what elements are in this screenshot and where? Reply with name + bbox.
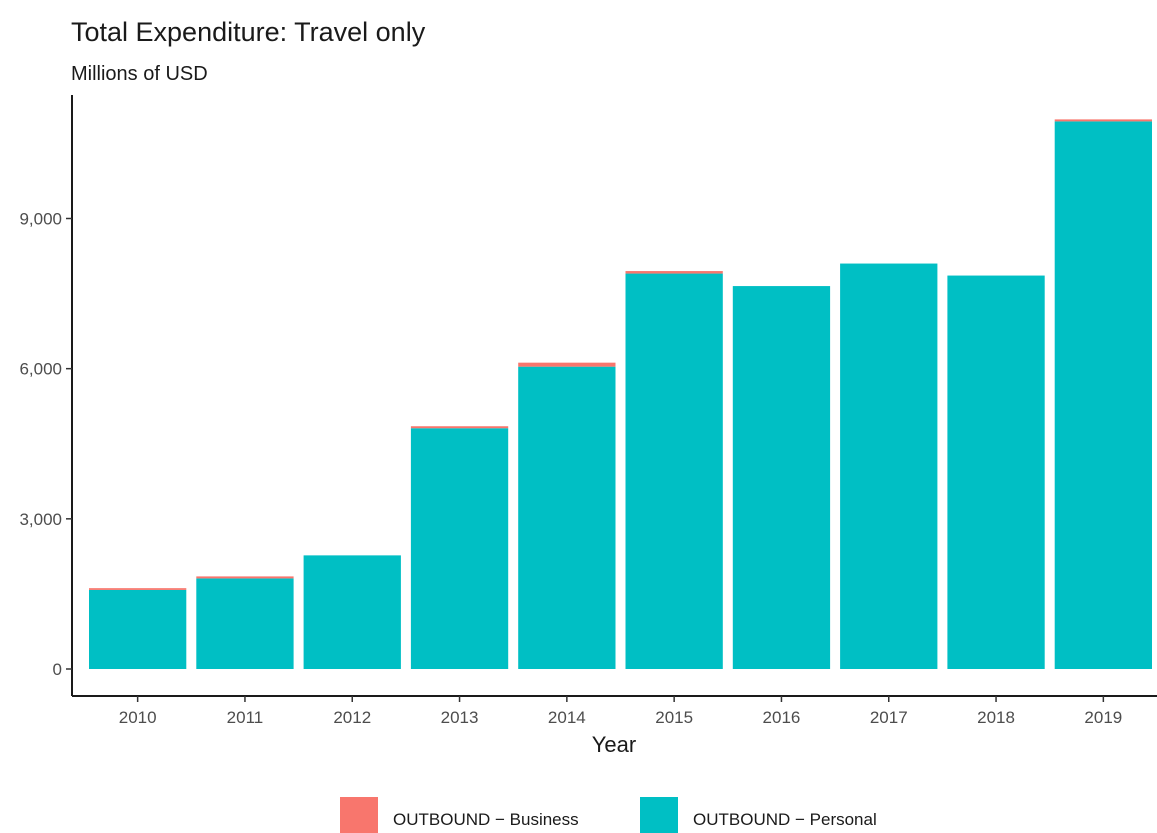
legend-label-business: OUTBOUND − Business: [393, 810, 579, 829]
bar-business-2015: [625, 271, 723, 274]
y-ticks-group: 0 3,000 6,000 9,000: [19, 210, 72, 679]
bar-business-2019: [1054, 119, 1152, 122]
x-tick-label: 2016: [763, 708, 801, 727]
x-tick-label: 2014: [548, 708, 586, 727]
x-tick-label: 2013: [441, 708, 479, 727]
bar-personal-2010: [89, 589, 187, 669]
bar-personal-2015: [625, 273, 723, 669]
x-axis-title: Year: [592, 732, 636, 757]
chart-subtitle: Millions of USD: [71, 63, 208, 85]
y-tick-label: 0: [53, 660, 62, 679]
bar-personal-2014: [518, 366, 616, 669]
y-tick-label: 3,000: [19, 510, 62, 529]
bar-personal-2019: [1054, 121, 1152, 669]
x-tick-label: 2012: [333, 708, 371, 727]
bars-group: [89, 119, 1152, 669]
x-ticks-group: 2010 2011 2012 2013 2014 2015 2016 2017 2018 2019: [119, 696, 1122, 727]
x-tick-label: 2018: [977, 708, 1015, 727]
bar-business-2013: [410, 426, 509, 429]
bar-business-2014: [518, 362, 616, 367]
y-tick-label: 6,000: [19, 360, 62, 379]
bar-personal-2011: [196, 578, 294, 669]
bar-business-2011: [196, 576, 294, 579]
chart-title: Total Expenditure: Travel only: [71, 17, 426, 47]
bar-personal-2018: [947, 275, 1045, 669]
legend-label-personal: OUTBOUND − Personal: [693, 810, 877, 829]
x-tick-label: 2019: [1084, 708, 1122, 727]
bar-personal-2013: [410, 428, 509, 669]
x-tick-label: 2017: [870, 708, 908, 727]
bar-business-2010: [89, 588, 187, 590]
legend-swatch-business: [340, 797, 378, 833]
bar-personal-2017: [840, 263, 938, 669]
x-tick-label: 2011: [227, 708, 264, 727]
bar-personal-2016: [732, 286, 831, 669]
x-tick-label: 2010: [119, 708, 157, 727]
x-tick-label: 2015: [655, 708, 693, 727]
legend: OUTBOUND − Business OUTBOUND − Personal: [340, 797, 877, 833]
bar-personal-2012: [303, 555, 401, 669]
legend-swatch-personal: [640, 797, 678, 833]
y-tick-label: 9,000: [19, 210, 62, 229]
